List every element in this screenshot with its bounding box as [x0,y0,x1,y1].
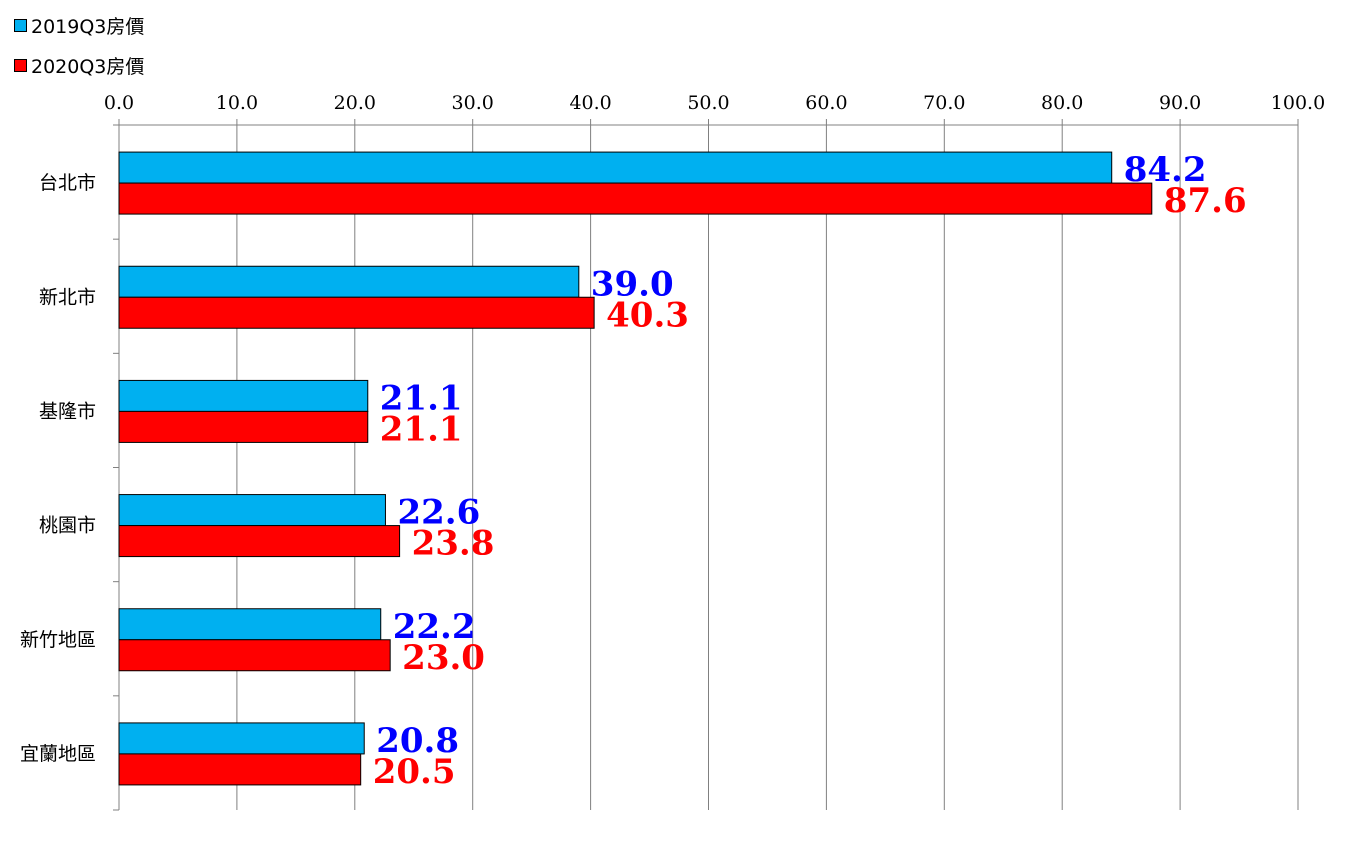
bar [118,722,365,755]
legend-swatch-2020 [14,58,27,72]
legend-label-2019: 2019Q3房價 [31,15,145,38]
data-label: 21.1 [380,378,463,418]
category-label: 桃園市 [39,515,96,537]
bar [118,265,580,298]
legend-item-2020: 2020Q3房價 [14,52,144,78]
data-label: 87.6 [1164,181,1247,221]
bar [118,410,369,443]
x-tick-label: 10.0 [216,92,258,114]
bar [118,379,369,412]
bar [118,639,391,672]
data-label: 23.8 [412,524,495,564]
bar [118,494,386,527]
bar [118,608,382,641]
category-label: 基隆市 [39,400,96,422]
legend-label-2020: 2020Q3房價 [31,55,145,78]
x-tick-label: 30.0 [452,92,494,114]
x-tick-label: 40.0 [569,92,611,114]
data-label: 22.2 [393,607,476,647]
data-label: 21.1 [380,409,463,449]
data-label: 39.0 [591,264,674,304]
bar [118,525,401,558]
x-tick-label: 90.0 [1159,92,1201,114]
x-tick-label: 50.0 [687,92,729,114]
category-label: 新竹地區 [20,629,96,651]
data-label: 20.5 [373,752,456,792]
x-tick-label: 70.0 [923,92,965,114]
x-tick-label: 0.0 [104,92,134,114]
x-tick-label: 20.0 [334,92,376,114]
data-label: 40.3 [606,295,689,335]
data-label: 23.0 [402,638,485,678]
bar [118,753,362,786]
bar [118,296,595,329]
bar [118,182,1153,215]
data-label: 20.8 [376,721,459,761]
category-label: 宜蘭地區 [20,743,96,765]
legend-swatch-2019 [14,18,27,32]
x-tick-label: 100.0 [1271,92,1325,114]
category-label: 新北市 [39,286,96,308]
data-label: 22.6 [397,493,480,533]
x-tick-label: 80.0 [1041,92,1083,114]
legend-item-2019: 2019Q3房價 [14,12,144,38]
category-label: 台北市 [39,172,96,194]
bar [118,151,1113,184]
x-tick-label: 60.0 [805,92,847,114]
